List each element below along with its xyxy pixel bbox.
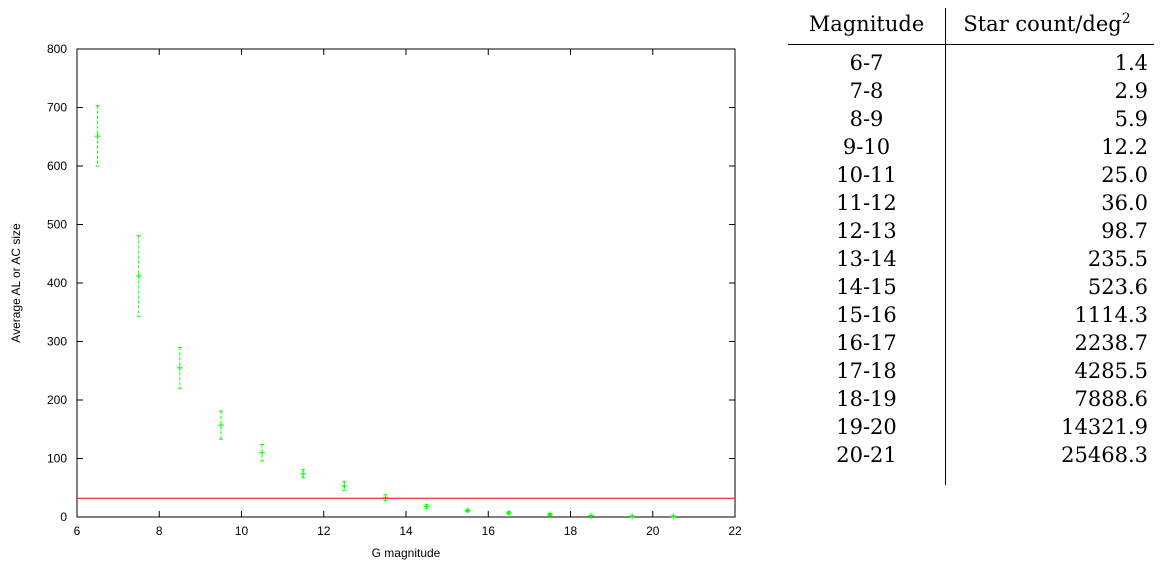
magnitude-cell: 16-17 <box>788 329 946 357</box>
scatter-chart: 6 8 10 12 14 16 18 20 22 0 100 200 300 400 500 600 700 80… <box>9 42 742 560</box>
table-row: 17-18 4285.5 <box>788 357 1154 385</box>
magnitude-cell: 20-21 <box>788 441 946 485</box>
table-row: 6-7 1.4 <box>788 44 1154 77</box>
header-star-count-sup: 2 <box>1121 11 1131 27</box>
y-tick-label: 100 <box>47 452 67 466</box>
star-count-cell: 4285.5 <box>1074 359 1148 383</box>
y-tick-label: 500 <box>47 218 67 232</box>
star-count-cell: 2.9 <box>1114 79 1148 103</box>
star-count-cell: 25468.3 <box>1061 443 1148 467</box>
table-row: 7-8 2.9 <box>788 77 1154 105</box>
table-row: 10-11 25.0 <box>788 161 1154 189</box>
header-star-count: Star count/deg2 <box>945 8 1154 45</box>
table-row: 9-10 12.2 <box>788 133 1154 161</box>
magnitude-cell: 6-7 <box>788 44 946 77</box>
table-row: 11-12 36.0 <box>788 189 1154 217</box>
star-count-cell: 5.9 <box>1114 107 1148 131</box>
x-tick-label: 8 <box>156 524 163 538</box>
magnitude-cell: 8-9 <box>788 105 946 133</box>
table-row: 16-17 2238.7 <box>788 329 1154 357</box>
table-row: 20-21 25468.3 <box>788 441 1154 485</box>
magnitude-cell: 12-13 <box>788 217 946 245</box>
y-axis-title: Average AL or AC size <box>9 223 23 343</box>
y-tick-label: 200 <box>47 393 67 407</box>
header-magnitude: Magnitude <box>788 8 946 45</box>
y-tick-label: 0 <box>60 510 67 524</box>
table-row: 15-16 1114.3 <box>788 301 1154 329</box>
star-count-cell: 2238.7 <box>1074 331 1148 355</box>
star-count-cell: 7888.6 <box>1074 387 1148 411</box>
y-tick-label: 300 <box>47 335 67 349</box>
table-row: 18-19 7888.6 <box>788 385 1154 413</box>
star-count-cell: 1.4 <box>1114 51 1148 75</box>
magnitude-cell: 9-10 <box>788 133 946 161</box>
y-tick-label: 800 <box>47 42 67 56</box>
x-tick-label: 12 <box>317 524 331 538</box>
y-tick-label: 700 <box>47 101 67 115</box>
table-row: 12-13 98.7 <box>788 217 1154 245</box>
magnitude-cell: 10-11 <box>788 161 946 189</box>
star-count-cell: 36.0 <box>1101 191 1148 215</box>
x-tick-label: 18 <box>564 524 578 538</box>
header-star-count-label: Star count/deg <box>963 12 1122 36</box>
data-marks <box>77 105 735 520</box>
magnitude-cell: 19-20 <box>788 413 946 441</box>
magnitude-cell: 17-18 <box>788 357 946 385</box>
x-tick-label: 20 <box>646 524 660 538</box>
star-count-cell: 235.5 <box>1087 247 1148 271</box>
star-count-cell: 98.7 <box>1101 219 1148 243</box>
magnitude-cell: 13-14 <box>788 245 946 273</box>
star-count-table: Magnitude Star count/deg2 6-7 1.4 7-8 2.9 8-… <box>788 8 1154 485</box>
table-row: 13-14 235.5 <box>788 245 1154 273</box>
x-tick-label: 10 <box>235 524 249 538</box>
star-count-cell: 12.2 <box>1101 135 1148 159</box>
x-axis-title: G magnitude <box>372 546 441 560</box>
y-tick-label: 600 <box>47 159 67 173</box>
star-count-cell: 14321.9 <box>1061 415 1148 439</box>
x-tick-label: 6 <box>74 524 81 538</box>
table-row: 8-9 5.9 <box>788 105 1154 133</box>
table-row: 14-15 523.6 <box>788 273 1154 301</box>
y-tick-label: 400 <box>47 276 67 290</box>
magnitude-cell: 15-16 <box>788 301 946 329</box>
magnitude-cell: 7-8 <box>788 77 946 105</box>
magnitude-cell: 14-15 <box>788 273 946 301</box>
magnitude-cell: 18-19 <box>788 385 946 413</box>
table-row: 19-20 14321.9 <box>788 413 1154 441</box>
x-tick-label: 14 <box>399 524 413 538</box>
star-count-cell: 1114.3 <box>1074 303 1148 327</box>
x-tick-label: 16 <box>482 524 496 538</box>
axis-ticks: 6 8 10 12 14 16 18 20 22 0 100 200 300 400 500 600 700 80… <box>47 42 742 538</box>
x-tick-label: 22 <box>728 524 742 538</box>
table-body: 6-7 1.4 7-8 2.9 8-9 5.9 9-10 12.2 10-11 25.0 11-12… <box>788 44 1154 485</box>
plot-frame <box>76 48 736 518</box>
magnitude-cell: 11-12 <box>788 189 946 217</box>
star-count-cell: 25.0 <box>1101 163 1148 187</box>
star-count-cell: 523.6 <box>1087 275 1148 299</box>
